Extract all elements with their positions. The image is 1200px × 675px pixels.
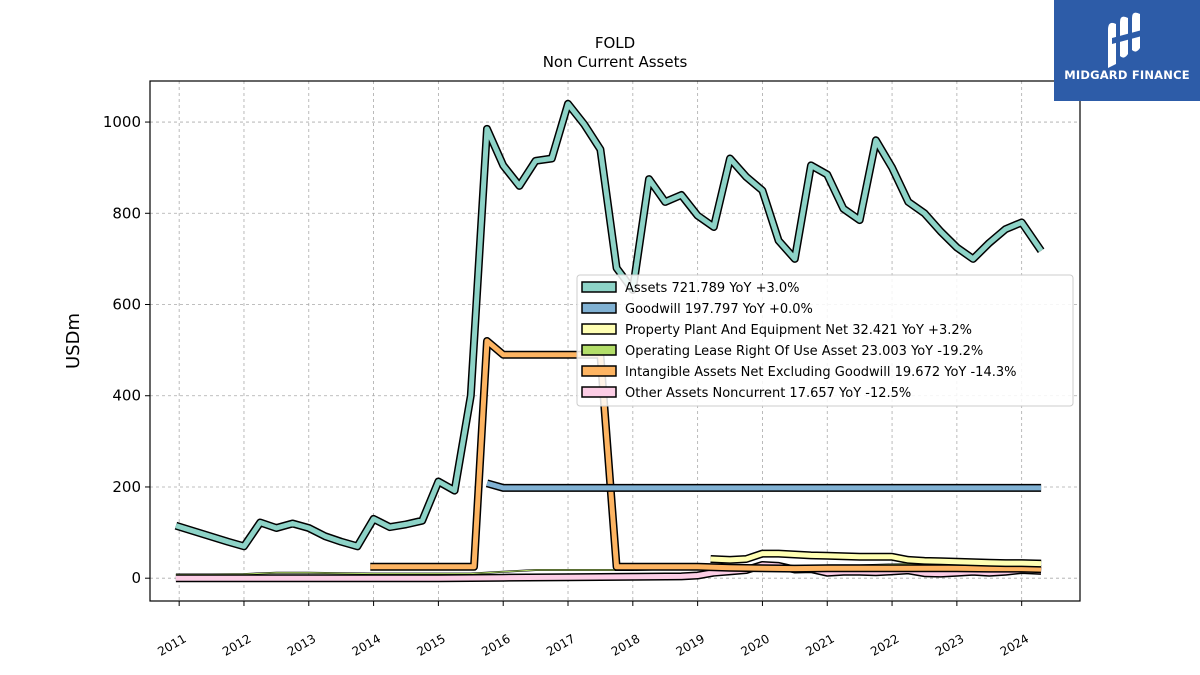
y-tick-label: 200 bbox=[112, 478, 141, 496]
series-line bbox=[370, 338, 1042, 572]
x-tick-label: 2023 bbox=[933, 631, 966, 658]
legend-item: Other Assets Noncurrent 17.657 YoY -12.5… bbox=[581, 386, 911, 401]
x-tick-label: 2021 bbox=[803, 631, 836, 658]
chart-title: FOLD bbox=[595, 34, 635, 52]
y-tick-label: 800 bbox=[112, 204, 141, 222]
legend-label: Property Plant And Equipment Net 32.421 … bbox=[625, 323, 972, 338]
x-tick-label: 2024 bbox=[998, 631, 1031, 658]
y-axis-label: USDm bbox=[63, 313, 84, 369]
series-intangible-assets-net-excluding-goodwill bbox=[370, 337, 1042, 574]
legend-label: Operating Lease Right Of Use Asset 23.00… bbox=[625, 344, 983, 359]
legend: Assets 721.789 YoY +3.0% Goodwill 197.797… bbox=[576, 274, 1074, 407]
x-tick-label: 2020 bbox=[738, 631, 771, 658]
x-tick-label: 2013 bbox=[285, 631, 318, 658]
x-tick-label: 2014 bbox=[350, 631, 383, 658]
series-line bbox=[710, 551, 1042, 567]
x-tick-label: 2019 bbox=[674, 631, 707, 658]
legend-box bbox=[576, 274, 1074, 407]
legend-label: Assets 721.789 YoY +3.0% bbox=[625, 281, 800, 296]
legend-swatch bbox=[581, 386, 617, 398]
plot-frame bbox=[149, 80, 1081, 602]
x-tick-label: 2018 bbox=[609, 631, 642, 658]
legend-item: Intangible Assets Net Excluding Goodwill… bbox=[581, 365, 1016, 380]
legend-swatch bbox=[581, 302, 617, 314]
x-tick-label: 2011 bbox=[155, 631, 188, 658]
legend-item: Goodwill 197.797 YoY +0.0% bbox=[581, 302, 813, 317]
legend-swatch bbox=[581, 281, 617, 293]
legend-label: Intangible Assets Net Excluding Goodwill… bbox=[625, 365, 1016, 380]
legend-label: Goodwill 197.797 YoY +0.0% bbox=[625, 302, 813, 317]
midgard-finance-logo: MIDGARD FINANCE bbox=[1054, 0, 1200, 101]
legend-swatch bbox=[581, 365, 617, 377]
legend-item: Operating Lease Right Of Use Asset 23.00… bbox=[581, 344, 983, 359]
x-tick-label: 2012 bbox=[220, 631, 253, 658]
chart-subtitle: Non Current Assets bbox=[543, 53, 688, 71]
y-tick-label: 400 bbox=[112, 387, 141, 405]
x-tick-label: 2017 bbox=[544, 631, 577, 658]
x-axis-ticks: 2011 2012 2013 2014 2015 2016 2017 2018 2019 2020… bbox=[155, 601, 1031, 659]
series-line bbox=[486, 480, 1042, 491]
x-tick-label: 2015 bbox=[414, 631, 447, 658]
series-property-plant-and-equipment-net bbox=[710, 549, 1042, 568]
legend-label: Other Assets Noncurrent 17.657 YoY -12.5… bbox=[625, 386, 911, 401]
legend-swatch bbox=[581, 323, 617, 335]
legend-item: Property Plant And Equipment Net 32.421 … bbox=[581, 323, 972, 338]
y-tick-label: 1000 bbox=[103, 113, 141, 131]
y-axis-ticks: 0 200 400 600 800 1000 bbox=[103, 113, 150, 587]
x-tick-label: 2022 bbox=[868, 631, 901, 658]
legend-item: Assets 721.789 YoY +3.0% bbox=[581, 281, 800, 296]
legend-swatch bbox=[581, 344, 617, 356]
logo-text: MIDGARD FINANCE bbox=[1064, 68, 1190, 82]
midgard-logo-mark-icon bbox=[1108, 12, 1142, 68]
y-tick-label: 0 bbox=[131, 569, 141, 587]
series-goodwill bbox=[485, 479, 1042, 492]
y-tick-label: 600 bbox=[112, 296, 141, 314]
x-tick-label: 2016 bbox=[479, 631, 512, 658]
